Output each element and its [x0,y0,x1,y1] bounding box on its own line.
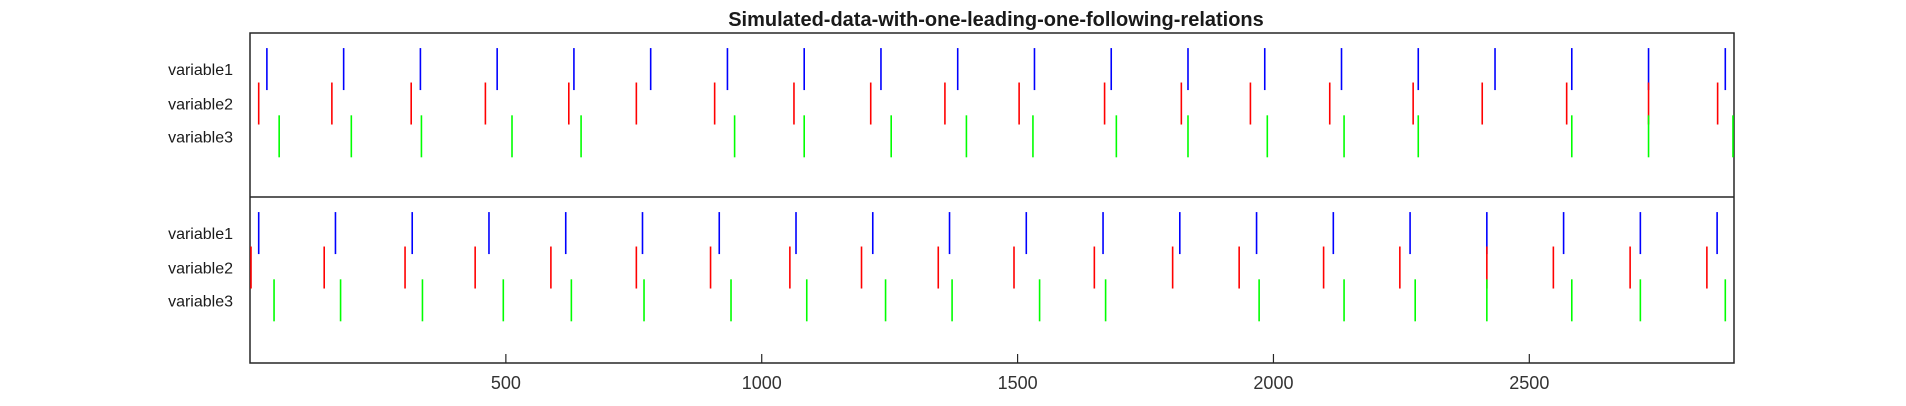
row-labels: variable1 variable2 variable3 variable1 vari… [168,62,233,310]
x-axis: 500 1000 1500 2000 2500 [491,354,1549,393]
row-label-variable1: variable1 [168,226,233,243]
row-label-variable2: variable2 [168,97,233,114]
event-marks [250,48,1734,322]
row-label-variable1: variable1 [168,62,233,79]
x-tick-label: 500 [491,373,521,393]
x-tick-label: 1500 [998,373,1038,393]
plot-frame [249,32,1735,364]
chart-title: Simulated-data-with-one-leading-one-foll… [728,9,1264,31]
x-tick-label: 2000 [1253,373,1293,393]
row-label-variable3: variable3 [168,129,233,146]
row-label-variable2: variable2 [168,261,233,278]
x-tick-label: 2500 [1509,373,1549,393]
x-tick-label: 1000 [742,373,782,393]
row-label-variable3: variable3 [168,293,233,310]
